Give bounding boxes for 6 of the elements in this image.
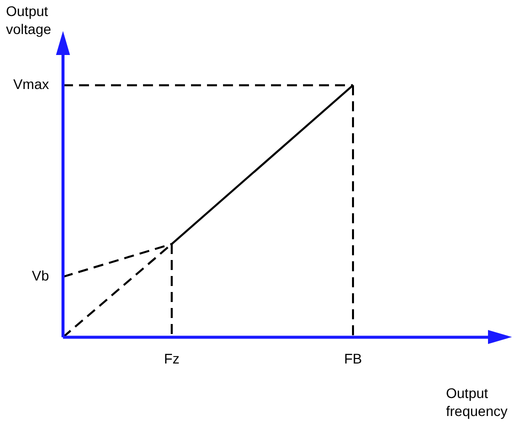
x-tick-label: FB: [344, 350, 362, 366]
x-axis-title: Output frequency: [446, 384, 508, 420]
y-axis-title: Output voltage: [6, 2, 52, 38]
series-label: Vmax: [13, 76, 49, 92]
x-tick-label: Fz: [164, 350, 180, 366]
series-label: Vb: [32, 268, 50, 284]
